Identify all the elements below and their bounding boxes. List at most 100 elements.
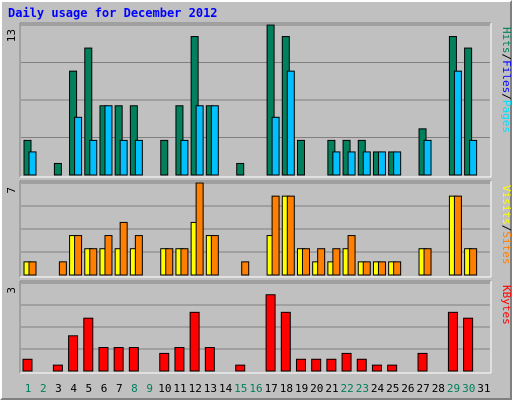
x-tick-label-day-18: 18 bbox=[280, 382, 293, 395]
x-tick-label-day-23: 23 bbox=[356, 382, 369, 395]
x-tick-label-day-31: 31 bbox=[477, 382, 490, 395]
bar-sites-day-18 bbox=[286, 195, 295, 276]
x-tick-label-day-14: 14 bbox=[219, 382, 233, 395]
bar-files-day-27 bbox=[423, 139, 432, 176]
bar-sites-day-10 bbox=[165, 248, 174, 276]
x-tick-label-day-2: 2 bbox=[40, 382, 47, 395]
bar-hits-day-5 bbox=[84, 47, 93, 176]
bar-files-day-30 bbox=[469, 139, 478, 176]
bar-files-day-18 bbox=[286, 70, 295, 176]
legend-item-pages: Pages bbox=[500, 100, 512, 133]
x-tick-label-day-30: 30 bbox=[462, 382, 475, 395]
bar-files-day-25 bbox=[393, 151, 402, 176]
x-tick-label-day-29: 29 bbox=[447, 382, 460, 395]
bar-sites-day-21 bbox=[332, 248, 341, 276]
bar-hits-day-30 bbox=[464, 47, 473, 176]
bar-kbytes-day-6 bbox=[98, 347, 109, 372]
legend-item-hits: Hits bbox=[500, 27, 512, 54]
bar-sites-day-8 bbox=[134, 235, 143, 276]
bar-kbytes-day-24 bbox=[371, 364, 382, 372]
x-tick-label-day-21: 21 bbox=[325, 382, 338, 395]
bar-sites-day-24 bbox=[377, 261, 386, 276]
x-tick-label-day-6: 6 bbox=[101, 382, 108, 395]
bar-kbytes-day-23 bbox=[356, 358, 367, 372]
legend-kbytes: KBytes bbox=[500, 285, 512, 325]
legend-hits-files: Hits/Files/Pages bbox=[500, 27, 512, 133]
bar-files-day-17 bbox=[271, 116, 280, 176]
bar-sites-day-25 bbox=[393, 261, 402, 276]
legend-separator: / bbox=[500, 54, 512, 61]
bar-hits-day-3 bbox=[53, 162, 62, 176]
x-tick-label-day-12: 12 bbox=[189, 382, 202, 395]
bar-sites-day-11 bbox=[180, 248, 189, 276]
bar-sites-day-12 bbox=[195, 182, 204, 276]
legend-item-sites: Sites bbox=[500, 231, 512, 264]
bar-files-day-4 bbox=[74, 116, 83, 176]
bar-files-day-23 bbox=[362, 151, 371, 176]
bar-files-day-12 bbox=[195, 105, 204, 176]
x-tick-label-day-24: 24 bbox=[371, 382, 385, 395]
x-tick-label-day-28: 28 bbox=[432, 382, 445, 395]
x-tick-label-day-25: 25 bbox=[386, 382, 399, 395]
panel-visits-sites: 7 Visits/Sites bbox=[5, 180, 512, 278]
bar-hits-day-15 bbox=[236, 162, 245, 176]
bar-sites-day-6 bbox=[104, 235, 113, 276]
bar-hits-day-17 bbox=[266, 24, 275, 176]
x-tick-label-day-8: 8 bbox=[131, 382, 138, 395]
bar-hits-day-10 bbox=[160, 139, 169, 176]
bar-sites-day-20 bbox=[317, 248, 326, 276]
panel-hits-files: 13 Hits/Files/Pages bbox=[5, 22, 512, 178]
x-tick-label-day-10: 10 bbox=[158, 382, 171, 395]
bar-files-day-1 bbox=[28, 151, 37, 176]
bar-kbytes-day-25 bbox=[387, 364, 398, 372]
bar-files-day-5 bbox=[89, 139, 98, 176]
x-tick-label-day-9: 9 bbox=[146, 382, 153, 395]
bar-kbytes-day-19 bbox=[295, 358, 306, 372]
bar-kbytes-day-10 bbox=[159, 352, 170, 372]
legend-visits-sites: Visits/Sites bbox=[500, 185, 512, 265]
x-tick-label-day-13: 13 bbox=[204, 382, 217, 395]
x-tick-label-day-11: 11 bbox=[173, 382, 186, 395]
bar-files-day-8 bbox=[134, 139, 143, 176]
x-tick-label-day-17: 17 bbox=[265, 382, 278, 395]
bar-sites-day-15 bbox=[241, 261, 250, 276]
bar-files-day-21 bbox=[332, 151, 341, 176]
bar-sites-day-5 bbox=[89, 248, 98, 276]
y-max-label: 13 bbox=[5, 29, 18, 42]
x-tick-label-day-22: 22 bbox=[341, 382, 354, 395]
x-tick-label-day-15: 15 bbox=[234, 382, 247, 395]
x-tick-label-day-3: 3 bbox=[55, 382, 62, 395]
bar-sites-day-22 bbox=[347, 235, 356, 276]
bar-files-day-24 bbox=[377, 151, 386, 176]
bar-sites-day-27 bbox=[423, 248, 432, 276]
bar-kbytes-day-15 bbox=[235, 364, 246, 372]
bar-files-day-22 bbox=[347, 151, 356, 176]
bar-kbytes-day-1 bbox=[22, 358, 33, 372]
x-tick-label-day-26: 26 bbox=[401, 382, 414, 395]
bar-kbytes-day-13 bbox=[204, 347, 215, 372]
bar-kbytes-day-27 bbox=[417, 352, 428, 372]
bar-files-day-6 bbox=[104, 105, 113, 176]
y-max-label: 3 bbox=[5, 287, 18, 294]
bar-sites-day-13 bbox=[210, 235, 219, 276]
x-tick-label-day-5: 5 bbox=[86, 382, 93, 395]
bar-files-day-29 bbox=[453, 70, 462, 176]
bar-kbytes-day-12 bbox=[189, 311, 200, 372]
bar-kbytes-day-20 bbox=[311, 358, 322, 372]
bar-kbytes-day-30 bbox=[463, 317, 474, 372]
bar-kbytes-day-5 bbox=[83, 317, 94, 372]
bar-kbytes-day-17 bbox=[265, 294, 276, 372]
bar-sites-day-23 bbox=[362, 261, 371, 276]
panel-kbytes: 3 KBytes bbox=[5, 280, 512, 374]
legend-item-visits: Visits bbox=[500, 185, 512, 225]
x-tick-label-day-7: 7 bbox=[116, 382, 123, 395]
bar-sites-day-30 bbox=[469, 248, 478, 276]
bar-sites-day-4 bbox=[74, 235, 83, 276]
x-tick-label-day-27: 27 bbox=[417, 382, 430, 395]
x-tick-label-day-4: 4 bbox=[70, 382, 77, 395]
bar-kbytes-day-8 bbox=[128, 347, 139, 372]
bar-kbytes-day-29 bbox=[447, 311, 458, 372]
chart-title: Daily usage for December 2012 bbox=[8, 6, 218, 20]
bar-kbytes-day-11 bbox=[174, 347, 185, 372]
